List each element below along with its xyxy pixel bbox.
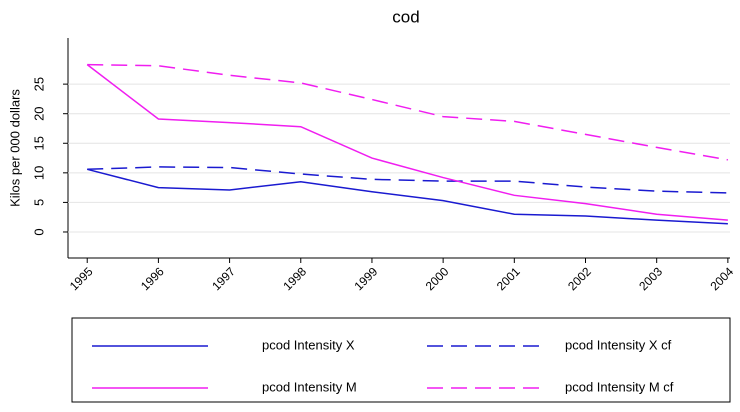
x-tick-label: 1998 xyxy=(280,264,309,293)
y-tick-label: 25 xyxy=(31,77,46,91)
series-line xyxy=(87,168,728,225)
legend-label: pcod Intensity X cf xyxy=(565,337,672,352)
legend-label: pcod Intensity M xyxy=(262,379,357,394)
x-tick-label: 1997 xyxy=(209,264,238,293)
chart-title: cod xyxy=(392,7,419,26)
x-tick-label: 2000 xyxy=(423,264,452,293)
series-line xyxy=(87,166,728,194)
y-tick-label: 20 xyxy=(31,106,46,120)
x-tick-label: 1996 xyxy=(138,264,167,293)
x-tick-label: 1995 xyxy=(67,264,96,293)
legend-label: pcod Intensity X xyxy=(262,337,355,352)
series-line xyxy=(86,64,728,221)
x-tick-label: 2004 xyxy=(707,264,736,293)
y-tick-label: 0 xyxy=(31,228,46,235)
x-tick-label: 2003 xyxy=(636,264,665,293)
y-axis-title: Kilos per 000 dollars xyxy=(7,89,22,207)
y-tick-label: 5 xyxy=(31,199,46,206)
legend-box xyxy=(71,317,731,403)
y-tick-label: 10 xyxy=(31,166,46,180)
series-line xyxy=(87,63,728,161)
legend-label: pcod Intensity M cf xyxy=(565,379,674,394)
x-tick-label: 2002 xyxy=(565,264,594,293)
y-tick-label: 15 xyxy=(31,136,46,150)
x-tick-label: 1999 xyxy=(352,264,381,293)
x-tick-label: 2001 xyxy=(494,264,523,293)
